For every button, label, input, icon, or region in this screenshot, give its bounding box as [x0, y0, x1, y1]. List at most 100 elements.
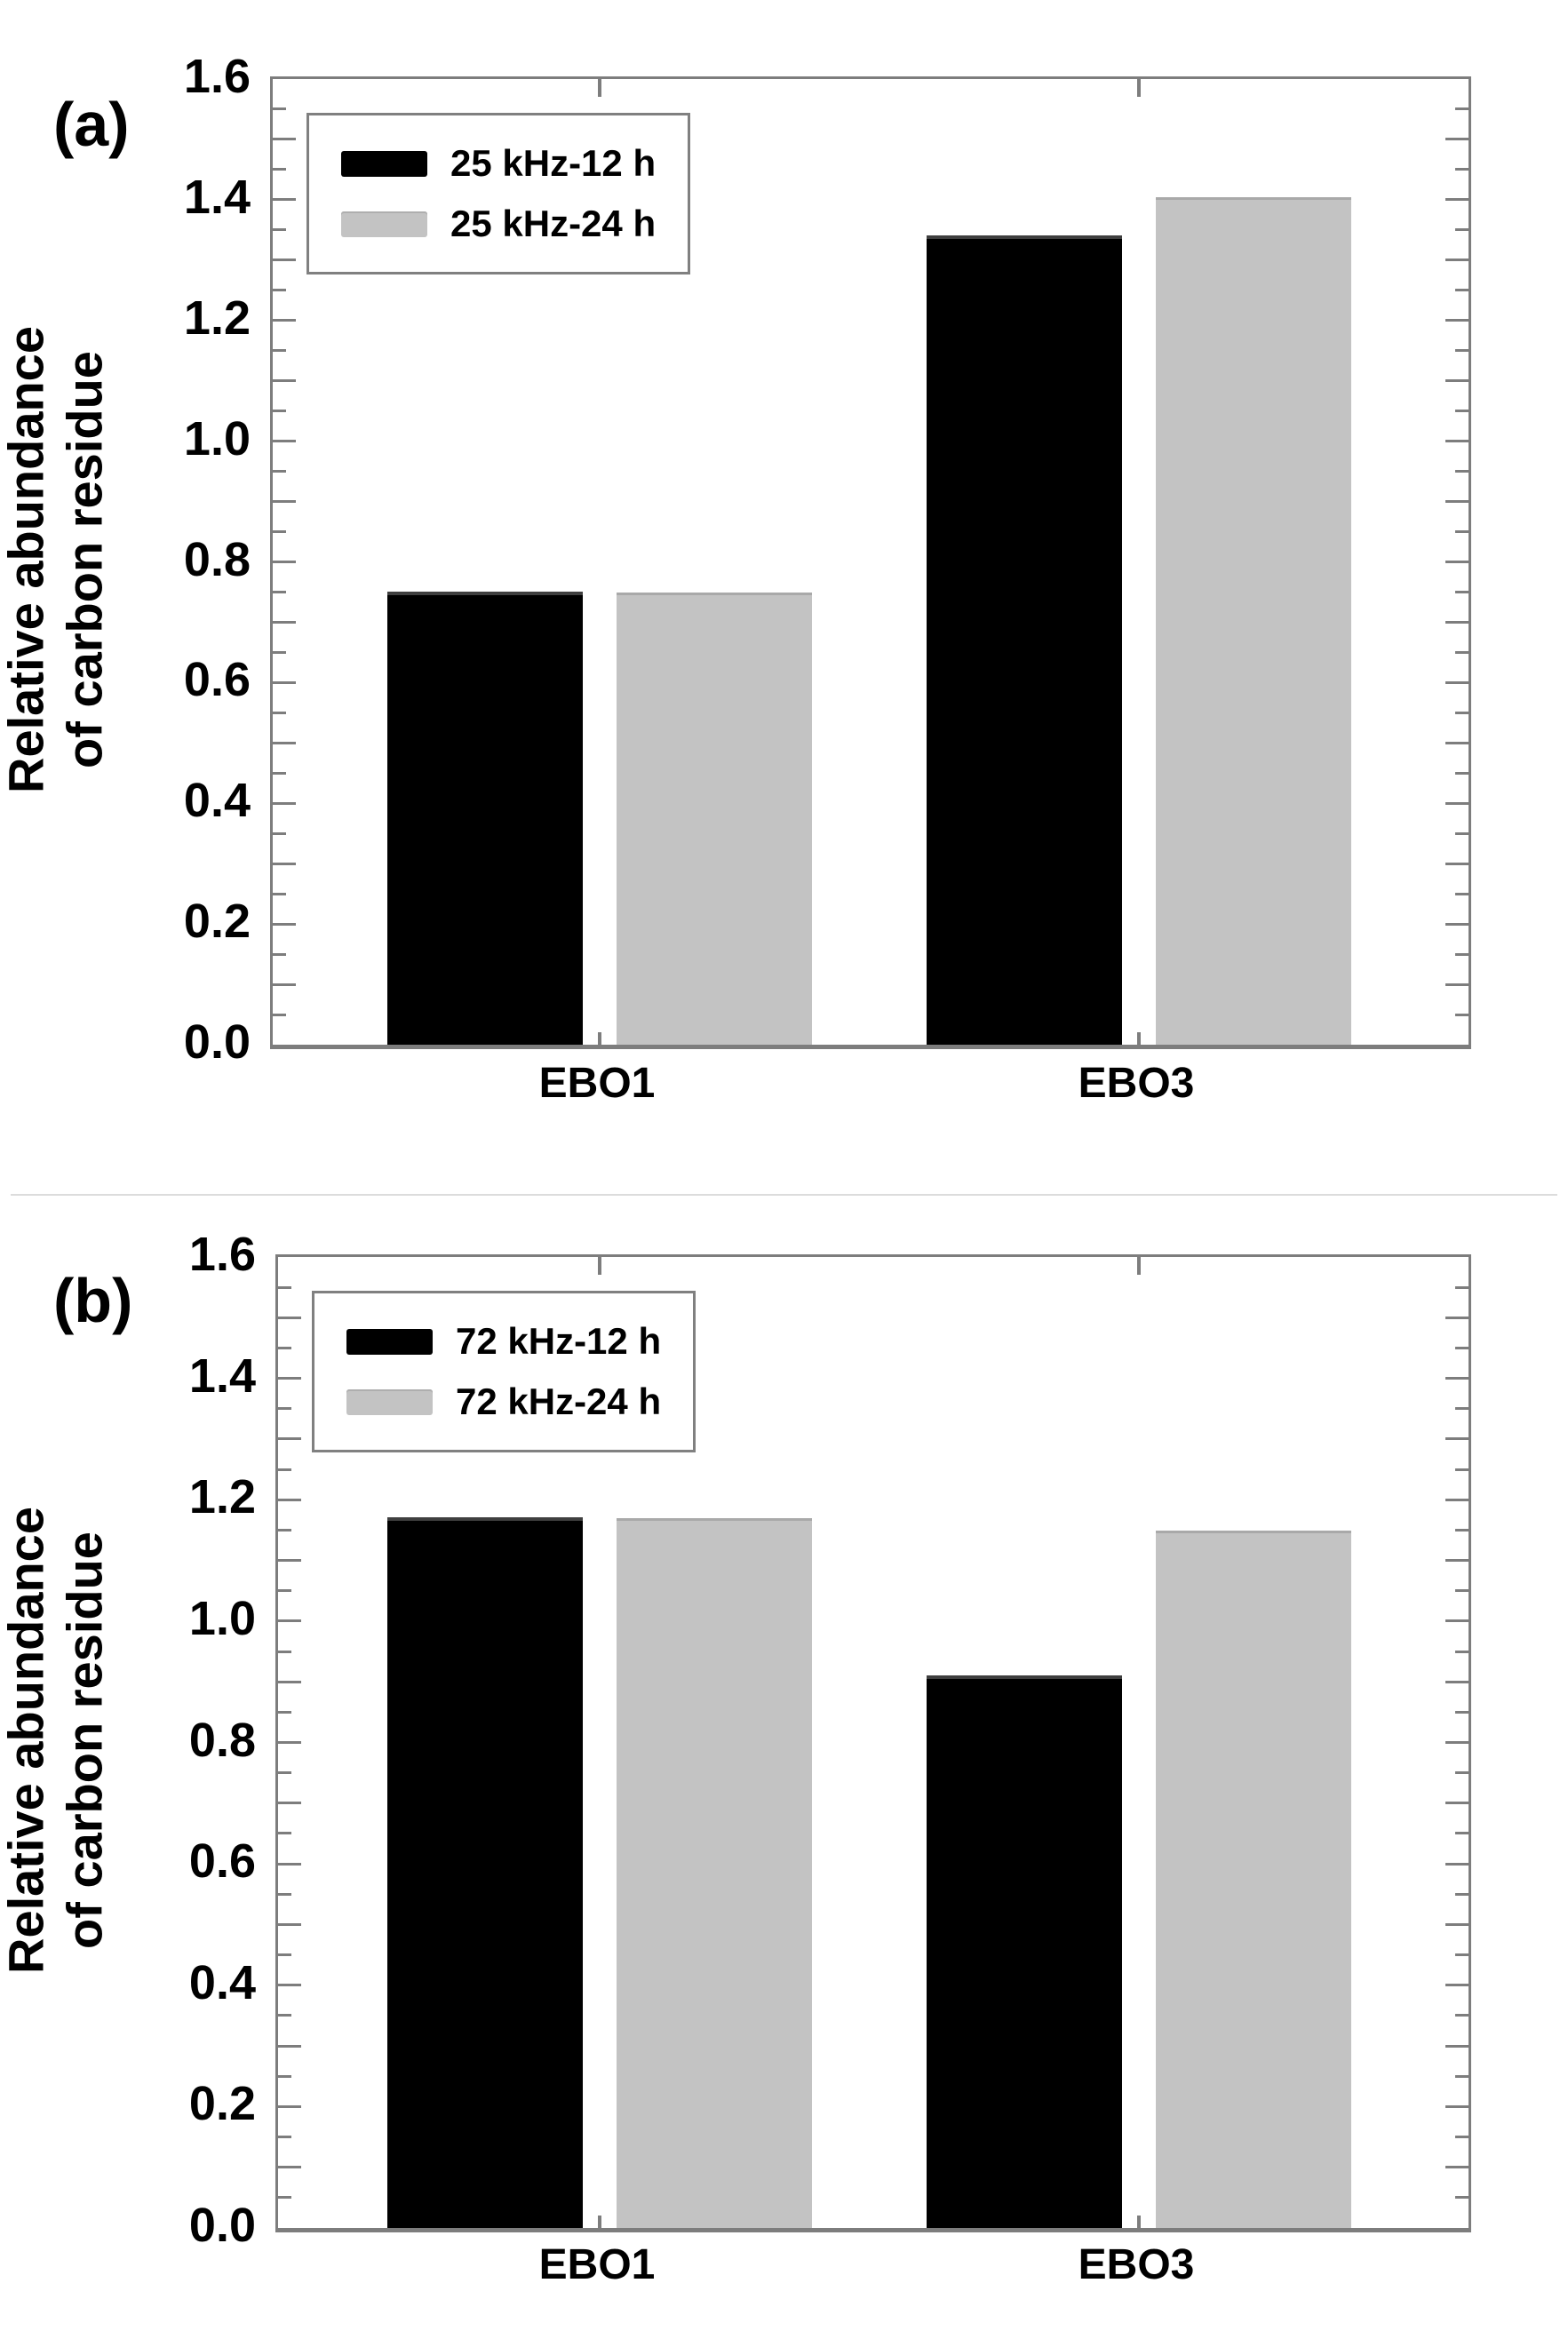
y-axis-tick	[273, 168, 286, 171]
x-category-label: EBO3	[1078, 1060, 1195, 1107]
y-axis-tick	[273, 561, 296, 563]
bar-ebo1-series2	[617, 1518, 812, 2228]
y-axis-title-line1: Relative abundance	[0, 1506, 53, 1974]
y-tick-label: 1.2	[183, 290, 251, 345]
y-axis-right-tick	[1445, 138, 1469, 141]
y-axis-right-tick	[1455, 1650, 1469, 1653]
y-tick-label: 1.4	[183, 170, 251, 224]
y-axis-right-tick	[1445, 500, 1469, 504]
y-axis-tick	[278, 1710, 291, 1714]
y-axis-tick	[273, 892, 286, 895]
y-axis-tick	[273, 319, 296, 322]
y-axis-tick	[278, 1468, 291, 1471]
x-axis-bottom-tick	[1137, 2216, 1141, 2228]
y-axis-right-tick	[1455, 1771, 1469, 1775]
y-axis-right-tick	[1445, 1922, 1469, 1926]
y-axis-tick	[278, 1862, 301, 1866]
y-tick-label: 0.6	[183, 653, 251, 707]
y-axis-tick	[273, 138, 296, 141]
x-axis-bottom-tick	[598, 2216, 601, 2228]
y-axis-tick	[278, 1285, 291, 1289]
y-axis-right-tick	[1445, 1377, 1469, 1380]
x-axis-bottom-tick	[1137, 1032, 1141, 1045]
y-tick-label: 1.4	[188, 1348, 256, 1403]
y-axis-tick	[273, 590, 286, 593]
y-axis-right-tick	[1445, 620, 1469, 624]
y-axis-right-tick	[1445, 259, 1469, 262]
legend-label: 25 kHz-12 h	[450, 142, 657, 184]
legend-swatch-gray	[341, 211, 427, 237]
y-tick-label: 0.2	[183, 895, 251, 949]
y-axis-tick	[278, 2104, 301, 2108]
x-axis-top-tick	[1137, 79, 1141, 97]
x-category-label: EBO3	[1078, 2241, 1195, 2288]
y-axis-tick	[278, 2044, 301, 2048]
y-axis-tick	[278, 1437, 301, 1441]
y-axis-right-tick	[1455, 289, 1469, 292]
y-axis-right-tick	[1455, 228, 1469, 232]
y-axis-right-tick	[1455, 1710, 1469, 1714]
y-axis-right-tick	[1455, 1892, 1469, 1896]
legend-swatch-gray	[346, 1388, 433, 1415]
y-axis-right-tick	[1445, 1741, 1469, 1744]
x-axis-top-tick	[598, 1257, 601, 1275]
y-axis-right-tick	[1445, 440, 1469, 443]
legend-box: 25 kHz-12 h 25 kHz-24 h	[306, 113, 691, 274]
y-axis-right-tick	[1445, 2104, 1469, 2108]
y-axis-right-tick	[1445, 2166, 1469, 2169]
panel-divider	[11, 1194, 1557, 1196]
y-axis-tick	[273, 771, 286, 775]
x-axis-top-tick	[598, 79, 601, 97]
y-axis-right-tick	[1455, 168, 1469, 171]
y-axis-tick	[278, 1892, 291, 1896]
legend-box: 72 kHz-12 h 72 kHz-24 h	[312, 1291, 696, 1452]
y-axis-right-tick	[1455, 530, 1469, 534]
bar-ebo1-series1	[387, 591, 583, 1045]
legend-item: 72 kHz-12 h	[346, 1320, 661, 1363]
y-axis-right-tick	[1445, 379, 1469, 383]
bar-ebo3-series1	[927, 235, 1122, 1045]
y-axis-right-tick	[1445, 319, 1469, 322]
y-tick-label: 0.0	[183, 1015, 251, 1069]
y-axis-tick	[273, 228, 286, 232]
y-axis-right-tick	[1455, 410, 1469, 413]
panel-a-letter: (a)	[53, 90, 130, 159]
y-axis-tick	[273, 349, 286, 353]
legend-swatch-black	[341, 150, 427, 177]
y-axis-right-tick	[1455, 1589, 1469, 1593]
y-tick-label: 0.4	[188, 1955, 256, 2009]
y-axis-right-tick	[1445, 1316, 1469, 1319]
x-axis-bottom-tick	[598, 1032, 601, 1045]
y-axis-right-tick	[1445, 741, 1469, 744]
bar-ebo1-series1	[387, 1517, 583, 2228]
y-axis-tick	[273, 922, 296, 926]
y-axis-tick	[273, 862, 296, 865]
y-axis-right-tick	[1455, 107, 1469, 111]
y-axis-right-tick	[1455, 892, 1469, 895]
y-axis-tick	[278, 1771, 291, 1775]
y-axis-tick	[278, 1559, 301, 1563]
y-axis-right-tick	[1455, 952, 1469, 956]
y-axis-tick	[273, 379, 296, 383]
y-axis-right-tick	[1445, 1498, 1469, 1501]
y-axis-right-tick	[1455, 2074, 1469, 2078]
y-axis-right-tick	[1445, 561, 1469, 563]
y-axis-tick	[278, 2136, 291, 2139]
y-axis-right-tick	[1445, 1559, 1469, 1563]
y-tick-label: 0.6	[188, 1834, 256, 1889]
y-axis-tick	[273, 440, 296, 443]
y-axis-right-tick	[1445, 922, 1469, 926]
y-tick-label: 1.6	[188, 1228, 256, 1281]
y-axis-tick	[273, 741, 296, 744]
y-axis-tick	[278, 1377, 301, 1380]
y-axis-right-tick	[1455, 470, 1469, 473]
bar-ebo3-series1	[927, 1675, 1122, 2228]
y-axis-right-tick	[1445, 1862, 1469, 1866]
y-axis-right-tick	[1455, 1346, 1469, 1349]
y-axis-tick	[273, 107, 286, 111]
y-axis-tick	[273, 500, 296, 504]
y-axis-tick	[278, 1953, 291, 1957]
plot-area: 25 kHz-12 h 25 kHz-24 h	[270, 76, 1471, 1049]
